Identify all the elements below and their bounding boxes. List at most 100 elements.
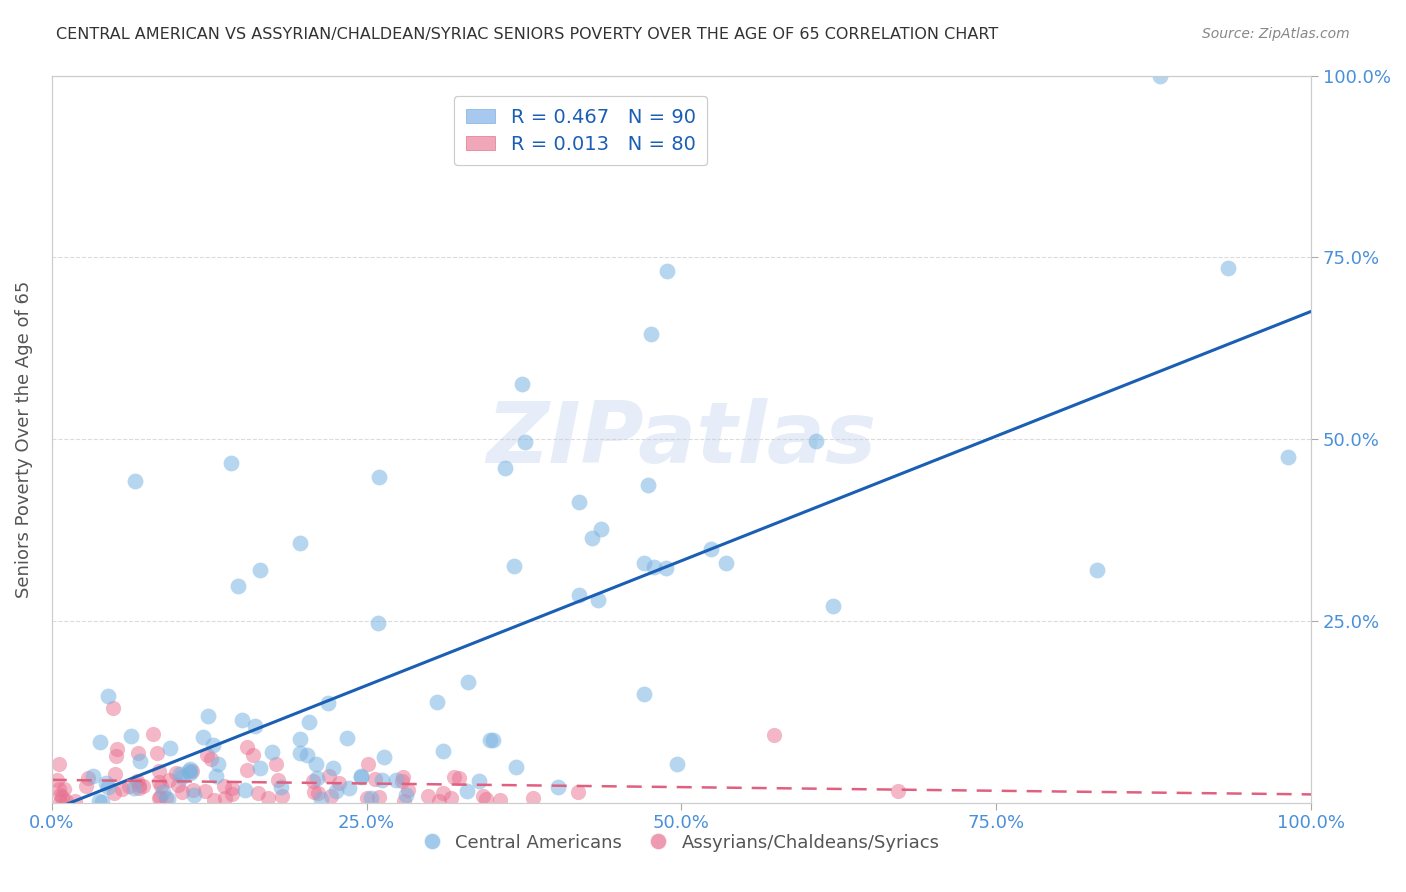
Assyrians/Chaldeans/Syriacs — [181, 764, 204, 778]
Assyrians/Chaldeans/Syriacs — [443, 770, 465, 784]
Central Americans — [298, 715, 321, 730]
Assyrians/Chaldeans/Syriacs — [181, 783, 204, 797]
Central Americans — [373, 750, 395, 764]
Central Americans — [159, 741, 181, 756]
Assyrians/Chaldeans/Syriacs — [356, 756, 378, 771]
Legend: R = 0.467   N = 90, R = 0.013   N = 80: R = 0.467 N = 90, R = 0.013 N = 80 — [454, 96, 707, 165]
Central Americans — [249, 761, 271, 775]
Central Americans — [305, 756, 328, 771]
Central Americans — [316, 696, 339, 710]
Central Americans — [339, 780, 361, 795]
Assyrians/Chaldeans/Syriacs — [235, 740, 257, 755]
Central Americans — [87, 794, 110, 808]
Assyrians/Chaldeans/Syriacs — [127, 774, 149, 789]
Assyrians/Chaldeans/Syriacs — [304, 785, 326, 799]
Assyrians/Chaldeans/Syriacs — [427, 794, 450, 808]
Central Americans — [468, 773, 491, 788]
Central Americans — [82, 768, 104, 782]
Central Americans — [665, 756, 688, 771]
Central Americans — [360, 791, 382, 805]
Central Americans — [655, 264, 678, 278]
Assyrians/Chaldeans/Syriacs — [257, 791, 280, 805]
Central Americans — [270, 780, 292, 794]
Assyrians/Chaldeans/Syriacs — [118, 779, 141, 793]
Assyrians/Chaldeans/Syriacs — [270, 789, 292, 803]
Central Americans — [89, 735, 111, 749]
Central Americans — [350, 769, 373, 783]
Assyrians/Chaldeans/Syriacs — [195, 748, 218, 763]
Assyrians/Chaldeans/Syriacs — [77, 771, 100, 785]
Central Americans — [288, 732, 311, 747]
Assyrians/Chaldeans/Syriacs — [246, 786, 269, 800]
Assyrians/Chaldeans/Syriacs — [53, 782, 76, 797]
Assyrians/Chaldeans/Syriacs — [146, 746, 169, 760]
Assyrians/Chaldeans/Syriacs — [200, 751, 222, 765]
Central Americans — [96, 776, 118, 790]
Assyrians/Chaldeans/Syriacs — [319, 789, 342, 804]
Assyrians/Chaldeans/Syriacs — [489, 793, 512, 807]
Central Americans — [305, 771, 328, 785]
Assyrians/Chaldeans/Syriacs — [111, 782, 134, 797]
Central Americans — [325, 784, 347, 798]
Assyrians/Chaldeans/Syriacs — [267, 773, 290, 788]
Central Americans — [478, 732, 501, 747]
Assyrians/Chaldeans/Syriacs — [440, 790, 463, 805]
Assyrians/Chaldeans/Syriacs — [432, 786, 454, 800]
Assyrians/Chaldeans/Syriacs — [202, 793, 225, 807]
Central Americans — [124, 780, 146, 795]
Assyrians/Chaldeans/Syriacs — [522, 791, 544, 805]
Assyrians/Chaldeans/Syriacs — [49, 795, 72, 809]
Central Americans — [367, 470, 389, 484]
Central Americans — [124, 475, 146, 489]
Assyrians/Chaldeans/Syriacs — [149, 789, 172, 804]
Central Americans — [457, 674, 479, 689]
Central Americans — [260, 745, 283, 759]
Central Americans — [350, 770, 373, 784]
Assyrians/Chaldeans/Syriacs — [63, 794, 86, 808]
Text: ZIPatlas: ZIPatlas — [486, 398, 876, 481]
Central Americans — [219, 456, 242, 470]
Central Americans — [191, 730, 214, 744]
Assyrians/Chaldeans/Syriacs — [301, 774, 323, 789]
Central Americans — [205, 769, 228, 783]
Central Americans — [395, 788, 418, 802]
Assyrians/Chaldeans/Syriacs — [194, 783, 217, 797]
Assyrians/Chaldeans/Syriacs — [221, 780, 243, 795]
Assyrians/Chaldeans/Syriacs — [264, 756, 287, 771]
Central Americans — [322, 760, 344, 774]
Central Americans — [581, 531, 603, 545]
Assyrians/Chaldeans/Syriacs — [447, 771, 470, 785]
Assyrians/Chaldeans/Syriacs — [128, 778, 150, 792]
Assyrians/Chaldeans/Syriacs — [307, 786, 329, 800]
Assyrians/Chaldeans/Syriacs — [214, 779, 236, 793]
Assyrians/Chaldeans/Syriacs — [103, 701, 125, 715]
Central Americans — [821, 599, 844, 614]
Central Americans — [510, 377, 533, 392]
Central Americans — [1149, 69, 1171, 83]
Assyrians/Chaldeans/Syriacs — [157, 772, 180, 787]
Central Americans — [568, 495, 591, 509]
Assyrians/Chaldeans/Syriacs — [103, 786, 125, 800]
Central Americans — [226, 579, 249, 593]
Central Americans — [804, 434, 827, 448]
Central Americans — [586, 593, 609, 607]
Text: CENTRAL AMERICAN VS ASSYRIAN/CHALDEAN/SYRIAC SENIORS POVERTY OVER THE AGE OF 65 : CENTRAL AMERICAN VS ASSYRIAN/CHALDEAN/SY… — [56, 27, 998, 42]
Assyrians/Chaldeans/Syriacs — [391, 773, 413, 788]
Assyrians/Chaldeans/Syriacs — [475, 792, 498, 806]
Assyrians/Chaldeans/Syriacs — [392, 770, 415, 784]
Central Americans — [714, 556, 737, 570]
Central Americans — [288, 535, 311, 549]
Assyrians/Chaldeans/Syriacs — [396, 783, 419, 797]
Text: Source: ZipAtlas.com: Source: ZipAtlas.com — [1202, 27, 1350, 41]
Assyrians/Chaldeans/Syriacs — [104, 748, 127, 763]
Assyrians/Chaldeans/Syriacs — [356, 791, 378, 805]
Central Americans — [233, 782, 256, 797]
Central Americans — [513, 434, 536, 449]
Central Americans — [309, 792, 332, 806]
Central Americans — [1085, 563, 1108, 577]
Central Americans — [432, 744, 454, 758]
Central Americans — [169, 766, 191, 780]
Assyrians/Chaldeans/Syriacs — [472, 789, 495, 804]
Assyrians/Chaldeans/Syriacs — [155, 791, 177, 805]
Assyrians/Chaldeans/Syriacs — [166, 778, 188, 792]
